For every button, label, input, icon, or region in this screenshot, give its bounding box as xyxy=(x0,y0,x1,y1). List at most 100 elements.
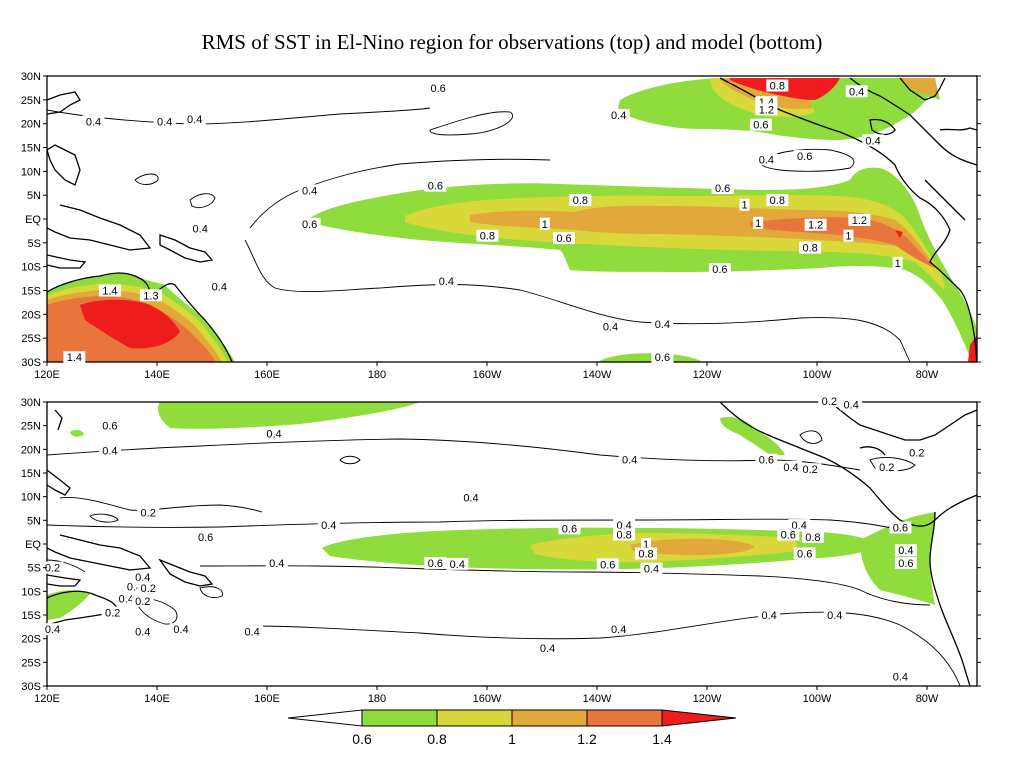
contour-label-bg xyxy=(552,232,575,245)
contour-label-bg xyxy=(753,216,764,229)
contour-label-bg xyxy=(137,506,160,519)
contour-label-bg xyxy=(131,594,154,607)
contour-label: 0.4 xyxy=(844,399,859,411)
contour-label: 0.8 xyxy=(802,243,817,255)
contour-label: 1 xyxy=(755,218,761,230)
contour-label: 0.2 xyxy=(141,507,156,519)
contour-label: 0.6 xyxy=(302,219,317,231)
contour-label: 0.6 xyxy=(102,421,117,433)
contour-label-bg xyxy=(892,256,903,269)
lon-label: 180 xyxy=(368,369,386,381)
lat-label: 5S xyxy=(28,563,41,575)
contour-label-bg xyxy=(755,153,778,166)
contour-label: 0.4 xyxy=(439,276,454,288)
lat-label: 10N xyxy=(21,492,41,504)
contour-label: 1.4 xyxy=(67,352,82,364)
contour-label: 0.4 xyxy=(135,627,150,639)
contour-label: 1 xyxy=(741,200,747,212)
contour-label: 0.4 xyxy=(212,282,227,294)
contour-label-bg xyxy=(777,528,800,541)
contour-label: 0.6 xyxy=(781,530,796,542)
colorbar-above xyxy=(661,709,737,727)
contour-label: 1.2 xyxy=(759,104,774,116)
contour-label-bg xyxy=(298,184,321,197)
contour-label: 0.4 xyxy=(157,116,172,128)
contour-label: 0.4 xyxy=(266,429,281,441)
contour-label-bg xyxy=(536,642,559,655)
contour-label: 0.8 xyxy=(480,231,495,243)
contour-label-bg xyxy=(459,491,482,504)
contour-label: 0.4 xyxy=(244,627,259,639)
contour-label-bg xyxy=(823,609,846,621)
contour-label-bg xyxy=(263,427,286,440)
contour-label-bg xyxy=(446,557,469,570)
contour-label: 0.2 xyxy=(135,596,150,608)
contour-label: 0.2 xyxy=(909,448,924,460)
axis-labels: 30N25N20N15N10N5NEQ5S10S15S20S25S30S120E… xyxy=(21,71,981,705)
lat-label: 20N xyxy=(21,119,41,131)
lat-label: 10N xyxy=(21,166,41,178)
contour-label-bg xyxy=(101,606,124,619)
contour-label: 0.4 xyxy=(644,564,659,576)
lat-label: 5N xyxy=(27,515,41,527)
contour-label: 1 xyxy=(643,539,649,551)
colorbar-label: 1.2 xyxy=(577,731,597,747)
contour-label-bg xyxy=(894,556,917,569)
contour-label-bg xyxy=(766,79,789,92)
lon-label: 160E xyxy=(254,369,280,381)
fill-0.6-png xyxy=(47,590,90,620)
contour-label-bg xyxy=(98,444,121,457)
contour-label: 0.6 xyxy=(898,558,913,570)
contour-label: 1.3 xyxy=(143,290,158,302)
contour-label-bg xyxy=(739,198,750,211)
colorbar-0.8-1 xyxy=(436,709,513,727)
colorbar-label: 0.8 xyxy=(427,731,447,747)
lat-label: EQ xyxy=(25,539,41,551)
contour-label-bg xyxy=(818,395,841,408)
contour-label: 0.4 xyxy=(622,454,637,466)
contour-label-bg xyxy=(613,519,636,532)
contour-label-bg xyxy=(189,222,212,235)
contour-label: 0.4 xyxy=(321,520,336,532)
colorbar-label: 0.6 xyxy=(352,731,372,747)
contour-label: 0.4 xyxy=(102,445,117,457)
lat-label: 10S xyxy=(21,586,41,598)
contour-label-bg xyxy=(905,446,928,459)
contour-label: 1.2 xyxy=(808,220,823,232)
lat-label: 5N xyxy=(27,190,41,202)
fill-0.6-small xyxy=(70,429,84,437)
lat-label: 30S xyxy=(21,681,41,693)
contour-label-bg xyxy=(153,115,176,128)
lat-label: 15S xyxy=(21,286,41,298)
contour-label: 0.2 xyxy=(879,462,894,474)
fill-1-ne-corner xyxy=(900,78,938,96)
contour-label: 0.6 xyxy=(428,558,443,570)
contour-label: 0.8 xyxy=(770,81,785,93)
contour-label: 0.4 xyxy=(450,559,465,571)
colorbar-1.2-1.4 xyxy=(586,709,663,727)
contour-label: 0.4 xyxy=(759,154,774,166)
lat-label: EQ xyxy=(25,214,41,226)
colorbar: 0.6 0.8 1 1.2 1.4 xyxy=(287,709,737,747)
lon-label: 140E xyxy=(144,693,170,705)
contour-label: 0.4 xyxy=(849,86,864,98)
contour-label-bg xyxy=(875,460,898,473)
contour-label: 0.4 xyxy=(463,493,478,505)
contour-label: 0.6 xyxy=(893,522,908,534)
contour-label-bg xyxy=(41,623,64,636)
contour-label: 0.4 xyxy=(611,624,626,636)
contour-label-bg xyxy=(845,85,868,98)
contour-label: 0.4 xyxy=(269,558,284,570)
contour-label: 0.2 xyxy=(105,608,120,620)
contour-label-bg xyxy=(894,544,917,557)
contour-label-bg xyxy=(889,521,912,534)
colorbar-below xyxy=(287,709,363,727)
fill-1.4-dot xyxy=(895,230,903,238)
contour-label: 0.4 xyxy=(611,110,626,122)
contour-label: 0.4 xyxy=(893,672,908,684)
lat-label: 20N xyxy=(21,444,41,456)
contour-label-bg xyxy=(758,609,781,621)
contour-label-bg xyxy=(183,112,206,125)
contour-label: 0.6 xyxy=(430,83,445,95)
